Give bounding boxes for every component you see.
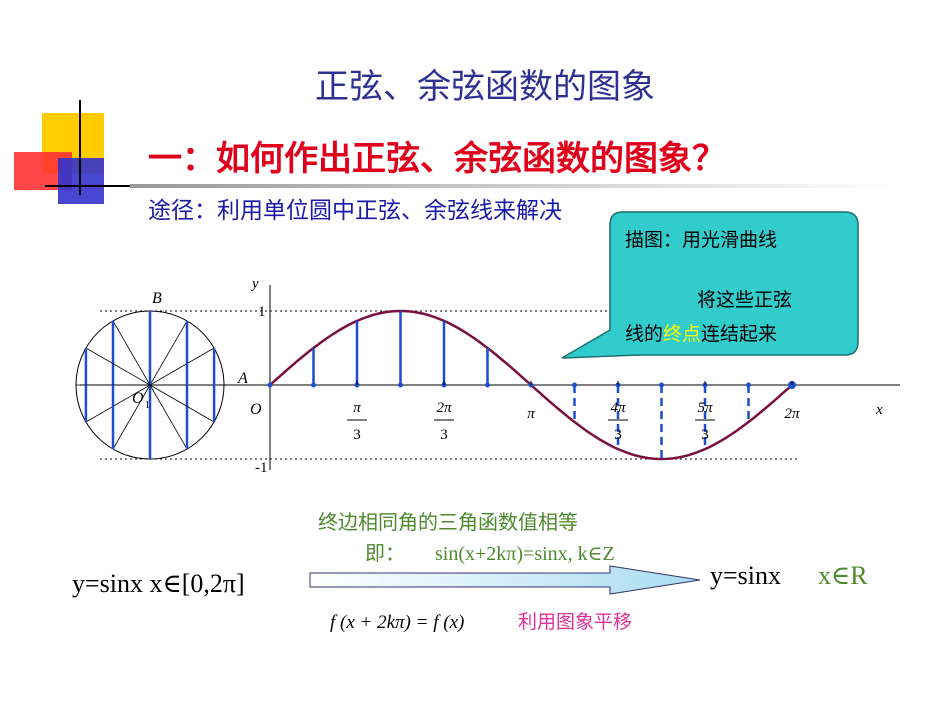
callout-text: 连结起来 (701, 323, 777, 345)
tick-label: 5π (697, 400, 713, 416)
point-label: A (237, 370, 248, 387)
axis-label: y (250, 276, 259, 292)
dot (311, 382, 316, 388)
formula-note: 利用图象平移 (518, 611, 632, 633)
callout-text: 描图：用光滑曲线 (625, 229, 777, 251)
rule (130, 184, 900, 188)
tick-label: 1 (258, 304, 266, 320)
radius (149, 347, 215, 386)
axis-label: x (875, 402, 883, 418)
formula-right-domain: x∈R (818, 561, 868, 590)
tick-label: 3 (701, 427, 709, 443)
dot (485, 382, 490, 388)
radius (149, 384, 215, 423)
arrow (309, 565, 701, 595)
dot (746, 382, 751, 388)
tick-label: 2π (784, 406, 800, 422)
tick-label: π (353, 400, 361, 416)
dot (398, 382, 403, 388)
point-label: 1 (145, 400, 150, 411)
callout-highlight: 终点 (663, 323, 701, 345)
method: 途径：利用单位圆中正弦、余弦线来解决 (148, 198, 562, 224)
radius (112, 384, 151, 450)
tick-label: π (527, 406, 535, 422)
formula-right: y=sinx (710, 561, 781, 590)
identity: sin(x+2kπ)=sinx, k∈Z (435, 543, 615, 565)
dot (267, 382, 273, 388)
callout (561, 211, 859, 359)
heading: 一：如何作出正弦、余弦函数的图象？ (148, 139, 726, 179)
radius (112, 320, 151, 386)
graph: y x B A O 1 O 1 -1 π 3 2π 3 π 4π 3 5π 3 2π (75, 276, 900, 476)
tick-label: 2π (436, 400, 452, 416)
radius (149, 384, 188, 450)
radius (85, 347, 151, 386)
dot (572, 382, 577, 388)
formula-left: y=sinx x∈[0,2π] (72, 569, 245, 598)
point-label: B (152, 290, 162, 307)
formula: f (x + 2kπ) = f (x) (330, 612, 464, 633)
tick-label: 3 (614, 427, 622, 443)
note: 终边相同角的三角函数值相等 (318, 510, 578, 534)
callout-text: 将这些正弦 (697, 289, 792, 311)
tick-label: 3 (440, 427, 448, 443)
tick-label: 3 (353, 427, 361, 443)
title: 正弦、余弦函数的图象 (315, 67, 655, 107)
radius (85, 384, 151, 423)
radius (149, 320, 188, 386)
origin-label: O (250, 401, 262, 418)
callout-text: 线的终点连结起来 (625, 323, 777, 345)
dot (659, 382, 664, 388)
tick-label: 4π (610, 400, 626, 416)
point-label: O (132, 390, 144, 407)
tick-label: -1 (255, 460, 268, 476)
ie: 即： (365, 543, 405, 565)
callout-text: 线的 (625, 323, 663, 345)
